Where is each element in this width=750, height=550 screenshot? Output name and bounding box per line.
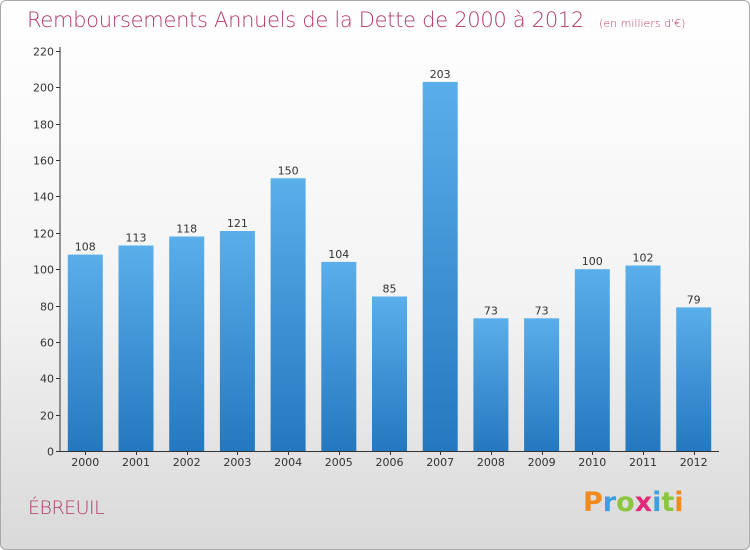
bar-value-label: 121: [227, 217, 248, 230]
y-tick-label: 200: [33, 82, 54, 95]
bar: [118, 245, 154, 451]
bar-value-label: 100: [582, 255, 603, 268]
x-tick-label: 2004: [274, 456, 302, 469]
bar-value-label: 118: [176, 223, 197, 236]
x-axis: 2000 2001 2002 2003 2004 2005 2006 2007 2008 2009…: [60, 451, 719, 469]
unit-note: (en milliers d'€): [599, 17, 686, 30]
x-tick-label: 2002: [173, 456, 201, 469]
y-tick-label: 220: [33, 46, 54, 59]
x-tick-label: 2001: [122, 456, 150, 469]
y-tick-label: 60: [40, 337, 54, 350]
bar: [422, 81, 458, 452]
bar-value-label: 113: [126, 232, 147, 245]
bar: [321, 261, 357, 451]
bar: [574, 269, 610, 451]
y-tick-label: 160: [33, 155, 54, 168]
bar: [473, 318, 509, 451]
logo-letter: P: [583, 487, 603, 518]
logo-letter: o: [616, 487, 635, 518]
x-tick-label: 2008: [477, 456, 505, 469]
bar-value-label: 102: [633, 252, 654, 265]
y-tick-label: 0: [47, 446, 54, 459]
logo-letter: x: [634, 487, 653, 518]
x-tick-label: 2007: [426, 456, 454, 469]
y-tick-label: 40: [40, 373, 54, 386]
bar: [219, 231, 255, 451]
x-tick-label: 2000: [71, 456, 99, 469]
x-tick-label: 2010: [578, 456, 606, 469]
logo-letter: i: [674, 487, 684, 518]
y-axis: 0 20 40 60 80 100 120 140 160 180 200 220: [33, 46, 61, 459]
bar: [67, 254, 103, 451]
x-tick-label: 2005: [325, 456, 353, 469]
y-tick-label: 180: [33, 119, 54, 132]
bar-value-label: 150: [278, 164, 299, 177]
x-tick-label: 2006: [376, 456, 404, 469]
bar-value-label: 79: [687, 293, 701, 306]
bar-value-label: 85: [383, 283, 397, 296]
x-tick-label: 2012: [680, 456, 708, 469]
proxiti-logo[interactable]: Proxiti: [583, 487, 684, 518]
commune-name: ÉBREUIL: [28, 497, 105, 519]
bar: [169, 236, 205, 451]
bar: [372, 296, 407, 451]
bar-value-label: 104: [328, 248, 349, 261]
bar-value-label: 73: [535, 304, 549, 317]
chart-title-text: Remboursements Annuels de la Dette de 20…: [27, 8, 584, 32]
bar-value-label: 203: [430, 68, 451, 81]
y-tick-label: 20: [40, 410, 54, 423]
bars: 108 113 118 121 150 104 85 203 73 73 100 102 79: [67, 68, 712, 452]
y-tick-label: 120: [33, 228, 54, 241]
x-tick-label: 2009: [528, 456, 556, 469]
bar: [625, 265, 661, 451]
y-tick-label: 140: [33, 191, 54, 204]
bar-value-label: 108: [75, 241, 96, 254]
y-tick-label: 80: [40, 301, 54, 314]
logo-letter: t: [661, 487, 675, 518]
logo-letter: r: [602, 487, 617, 518]
bar-value-label: 73: [484, 304, 498, 317]
x-tick-label: 2011: [629, 456, 657, 469]
bar: [270, 178, 306, 452]
x-tick-label: 2003: [223, 456, 251, 469]
y-tick-label: 100: [33, 264, 54, 277]
bar: [676, 307, 712, 451]
chart-title: Remboursements Annuels de la Dette de 20…: [27, 8, 685, 32]
bar: [524, 318, 560, 451]
logo-letter: i: [652, 487, 662, 518]
